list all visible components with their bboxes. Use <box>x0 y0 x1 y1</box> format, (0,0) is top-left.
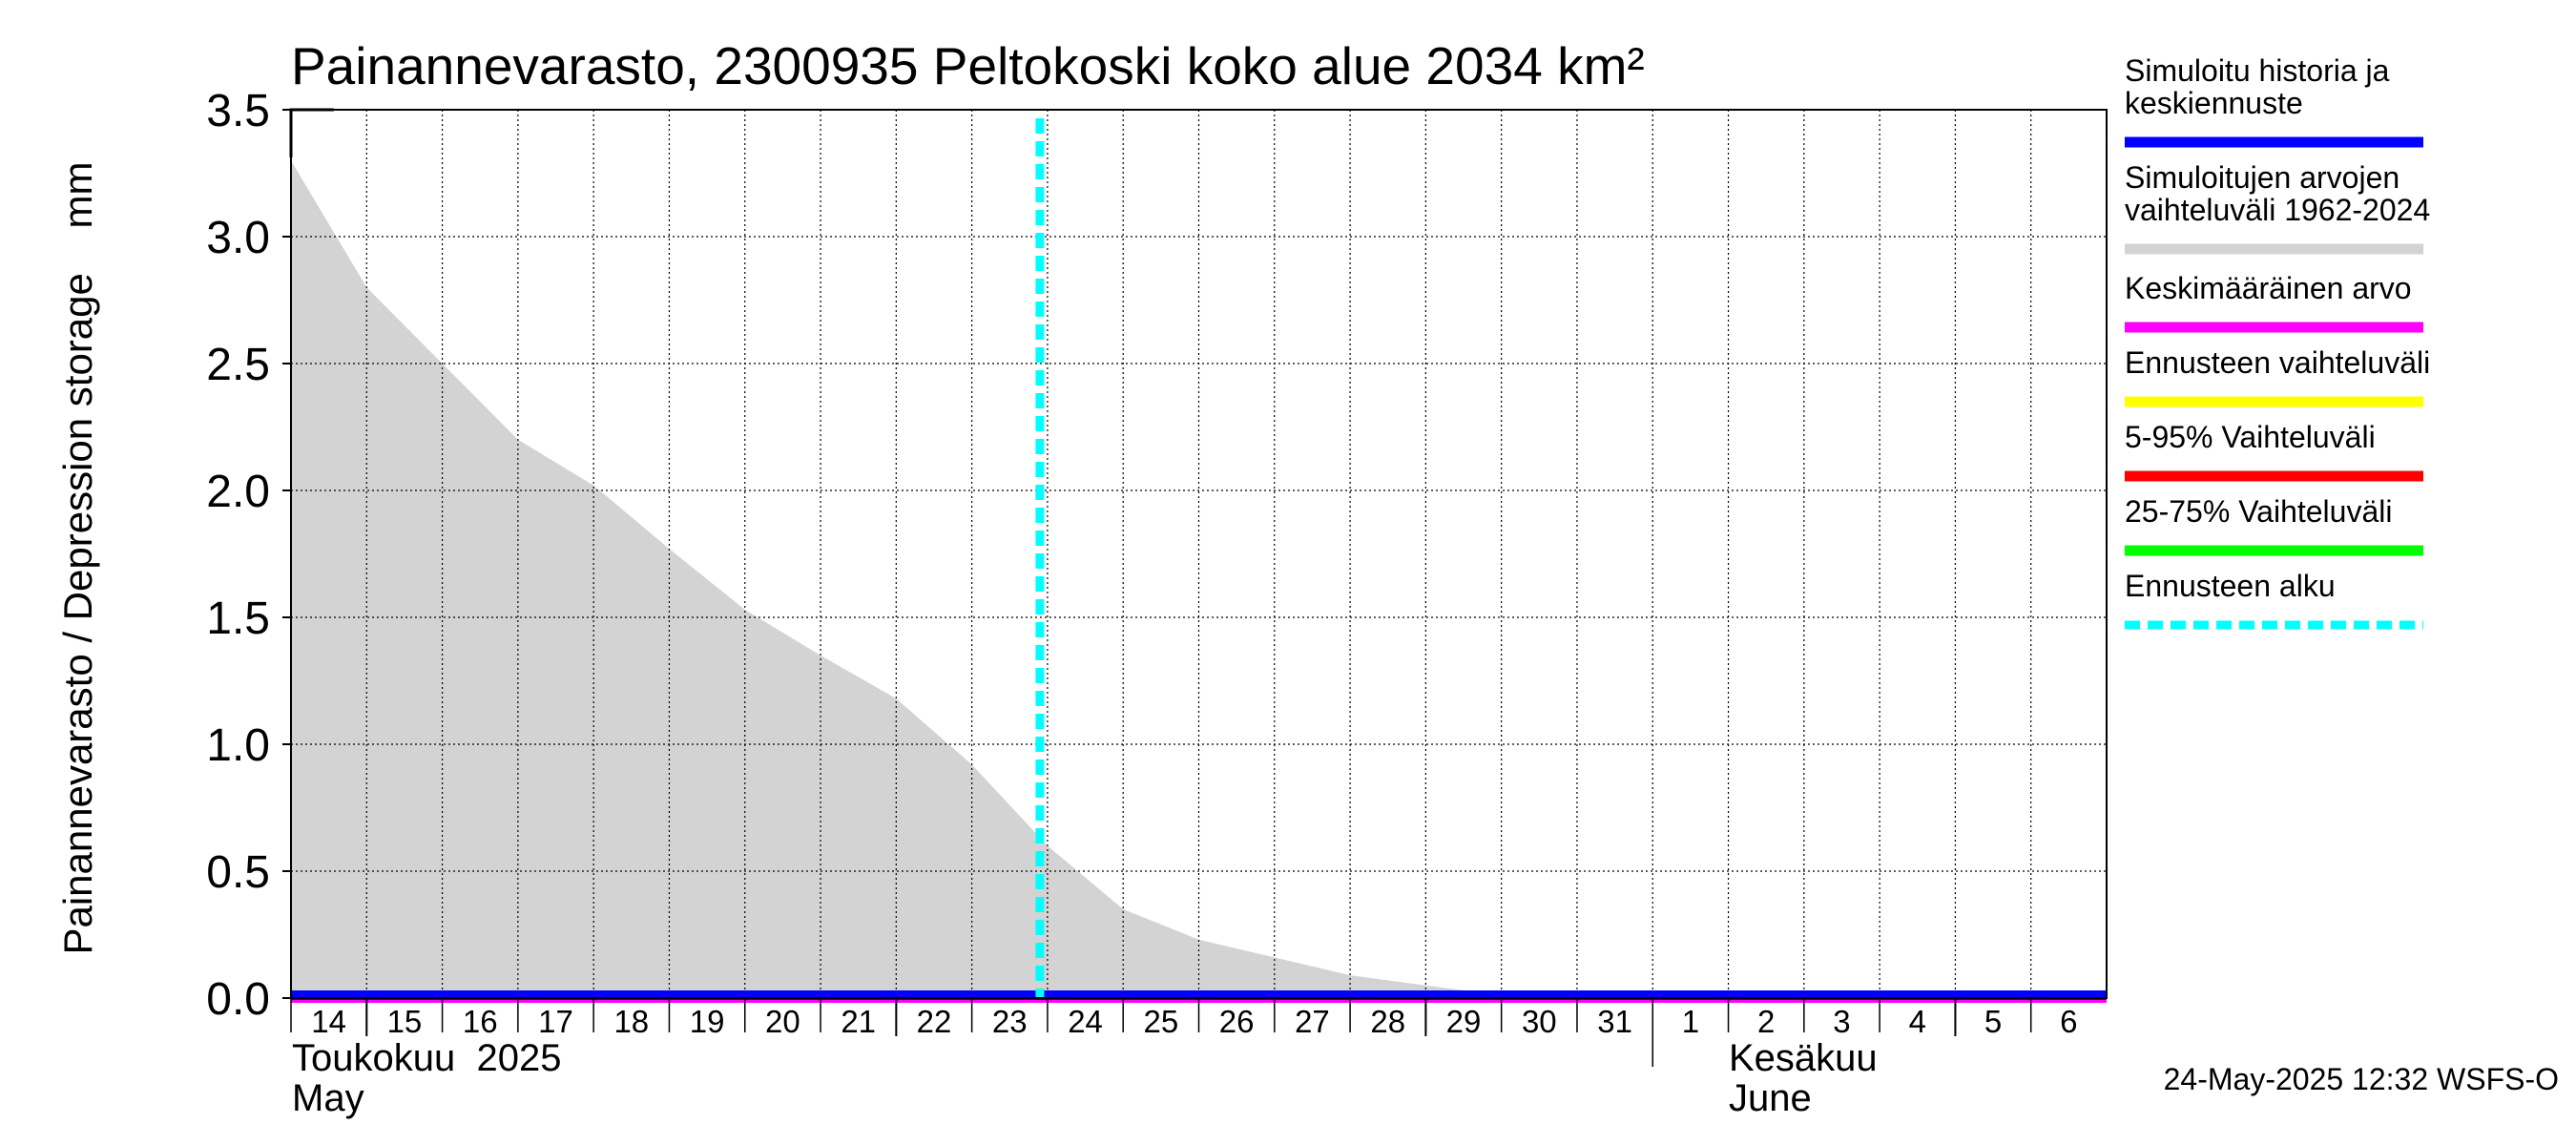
legend-item: Ennusteen alku <box>2125 569 2423 630</box>
x-tick-label: 5 <box>1984 1004 2002 1039</box>
legend-label: keskiennuste <box>2125 86 2303 120</box>
month-label-june-en: June <box>1729 1077 1812 1119</box>
x-tick-label: 16 <box>463 1004 498 1039</box>
variation-band-layer <box>291 160 2107 998</box>
y-tick-label: 2.0 <box>206 467 270 517</box>
x-tick-label: 1 <box>1682 1004 1699 1039</box>
y-tick-label: 0.5 <box>206 847 270 898</box>
x-tick-label: 14 <box>311 1004 346 1039</box>
legend-label: Keskimääräinen arvo <box>2125 271 2412 305</box>
x-tick-label: 6 <box>2060 1004 2077 1039</box>
x-tick-label: 4 <box>1909 1004 1926 1039</box>
plot-frame <box>290 109 2108 999</box>
legend-item: Ennusteen vaihteluväli <box>2125 345 2430 407</box>
x-tick-labels: 14 15 16 17 18 19 20 21 22 23 24 25 26 27 28 29 30 31 1 2 3 4… <box>311 1004 2077 1039</box>
x-tick-label: 3 <box>1833 1004 1850 1039</box>
x-tick-label: 23 <box>992 1004 1028 1039</box>
y-axis-label: Painannevarasto / Depression storage mm <box>55 161 100 954</box>
x-tick-label: 2 <box>1757 1004 1775 1039</box>
x-tick-label: 19 <box>690 1004 725 1039</box>
legend-item: 25-75% Vaihteluväli <box>2125 494 2423 556</box>
chart-title: Painannevarasto, 2300935 Peltokoski koko… <box>291 36 1645 95</box>
x-tick-label: 26 <box>1219 1004 1255 1039</box>
corner-mark <box>289 108 334 157</box>
month-label-june-fi: Kesäkuu <box>1729 1037 1878 1079</box>
legend-label: Ennusteen vaihteluväli <box>2125 345 2430 380</box>
x-tick-label: 31 <box>1597 1004 1632 1039</box>
x-tick-label: 20 <box>765 1004 800 1039</box>
x-tick-label: 21 <box>841 1004 876 1039</box>
y-tick-label: 0.0 <box>206 974 270 1025</box>
legend-item: 5-95% Vaihteluväli <box>2125 420 2423 482</box>
legend-label: 25-75% Vaihteluväli <box>2125 494 2392 529</box>
x-tick-label: 24 <box>1068 1004 1103 1039</box>
legend-label: Simuloitu historia ja <box>2125 53 2390 88</box>
legend-label: vaihteluväli 1962-2024 <box>2125 193 2430 227</box>
y-tick-label: 3.0 <box>206 213 270 263</box>
x-tick-label: 15 <box>387 1004 423 1039</box>
y-tick-labels: 0.0 0.5 1.0 1.5 2.0 2.5 3.0 3.5 <box>206 86 270 1025</box>
legend-label: Simuloitujen arvojen <box>2125 160 2399 195</box>
x-tick-label: 30 <box>1522 1004 1557 1039</box>
y-tick-label: 1.0 <box>206 720 270 771</box>
month-label-may-fi: Toukokuu 2025 <box>292 1037 561 1079</box>
legend-label: Ennusteen alku <box>2125 569 2336 603</box>
y-tick-label: 2.5 <box>206 340 270 390</box>
legend-label: 5-95% Vaihteluväli <box>2125 420 2376 454</box>
x-tick-label: 28 <box>1370 1004 1405 1039</box>
x-tick-label: 27 <box>1295 1004 1330 1039</box>
legend-item: Keskimääräinen arvo <box>2125 271 2423 333</box>
x-tick-label: 22 <box>917 1004 952 1039</box>
axes-layer <box>282 108 2108 1067</box>
variation-band-area <box>291 160 2107 998</box>
x-tick-label: 25 <box>1143 1004 1178 1039</box>
x-tick-label: 29 <box>1446 1004 1482 1039</box>
x-tick-label: 17 <box>538 1004 573 1039</box>
y-tick-label: 1.5 <box>206 593 270 644</box>
timestamp: 24-May-2025 12:32 WSFS-O <box>2164 1062 2559 1096</box>
x-tick-label: 18 <box>613 1004 649 1039</box>
legend: Simuloitu historia jakeskiennusteSimuloi… <box>2125 53 2430 630</box>
month-label-may-en: May <box>292 1077 364 1119</box>
y-tick-label: 3.5 <box>206 86 270 136</box>
